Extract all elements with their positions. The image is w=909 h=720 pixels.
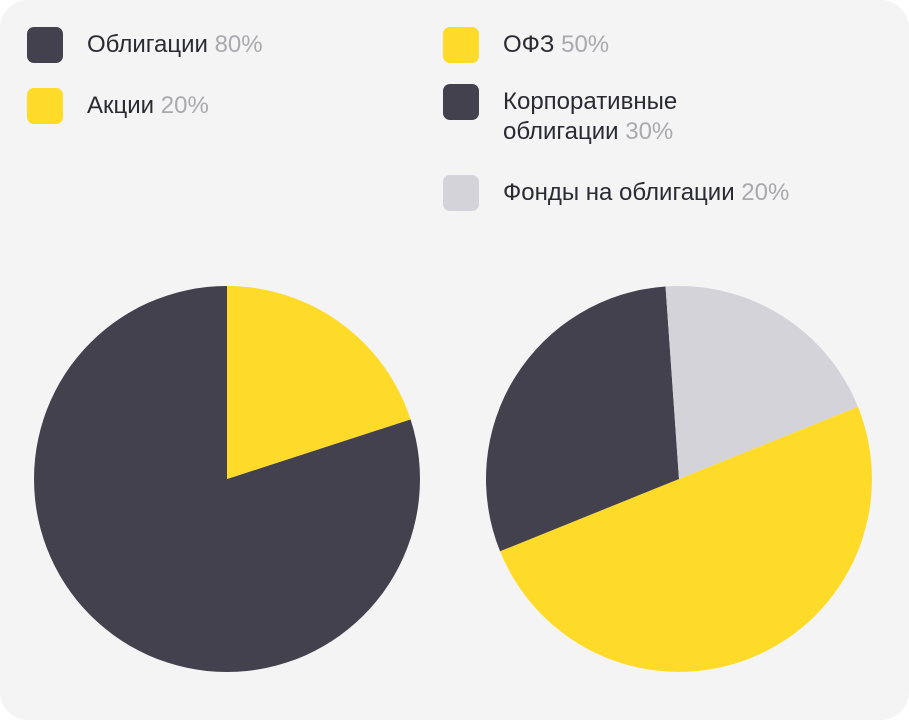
pie-slice: [500, 406, 872, 672]
legend-label: Акции: [87, 92, 155, 119]
legend-value: 80%: [214, 31, 263, 58]
legend-label: Корпоративные облигации: [503, 88, 678, 145]
legend: ОФЗ 50% Корпоративные облигации 30% Фонды …: [443, 25, 789, 230]
legend: Облигации 80% Акции 20%: [27, 25, 263, 147]
legend-text: Корпоративные облигации 30%: [503, 82, 733, 147]
legend-label: ОФЗ: [503, 31, 555, 58]
legend-label: Облигации: [87, 31, 208, 58]
pie-slice: [665, 285, 858, 479]
legend-item: Фонды на облигации 20%: [443, 173, 789, 211]
legend-item: Корпоративные облигации 30%: [443, 82, 789, 147]
legend-item: Акции 20%: [27, 86, 263, 124]
legend-text: Облигации 80%: [87, 25, 263, 60]
legend-text: ОФЗ 50%: [503, 25, 609, 60]
legend-text: Фонды на облигации 20%: [503, 173, 789, 208]
legend-value: 20%: [741, 179, 790, 206]
legend-swatch: [443, 84, 479, 120]
legend-swatch: [443, 175, 479, 211]
pie-slice: [486, 286, 679, 552]
legend-swatch: [27, 27, 63, 63]
legend-swatch: [27, 88, 63, 124]
legend-label: Фонды на облигации: [503, 179, 735, 206]
pie-slice: [227, 286, 411, 479]
legend-item: ОФЗ 50%: [443, 25, 789, 63]
legend-swatch: [443, 27, 479, 63]
legend-text: Акции 20%: [87, 86, 209, 121]
legend-value: 30%: [625, 118, 674, 145]
legend-value: 20%: [160, 92, 209, 119]
legend-value: 50%: [561, 31, 610, 58]
legend-item: Облигации 80%: [27, 25, 263, 63]
